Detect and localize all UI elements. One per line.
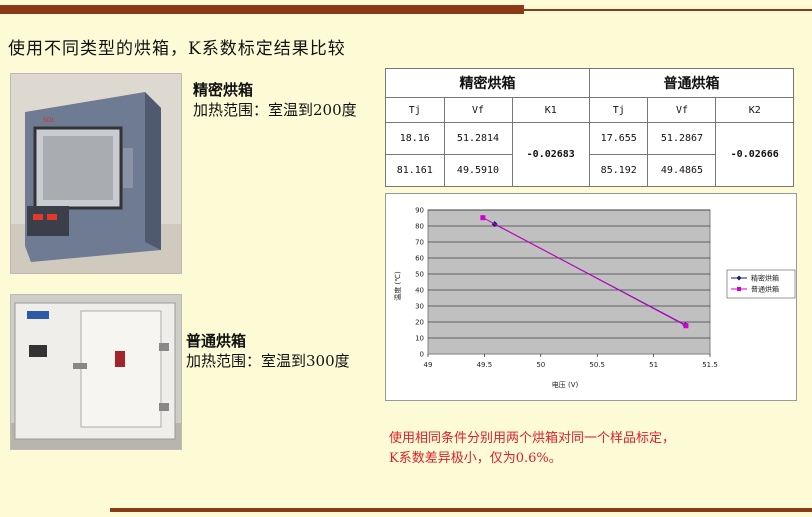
x-tick-label: 50 xyxy=(536,361,545,369)
table-cell: 49.5910 xyxy=(443,154,513,187)
precision-oven-photo: SDL xyxy=(10,73,182,274)
ordinary-oven-photo xyxy=(10,294,182,450)
data-point xyxy=(683,323,689,329)
legend-swatch-marker xyxy=(736,275,742,281)
x-tick-label: 51 xyxy=(649,361,658,369)
ordinary-oven-range: 加热范围：室温到300度 xyxy=(186,352,350,370)
table-cell: 49.4865 xyxy=(647,154,717,187)
k1-value: -0.02683 xyxy=(511,122,590,187)
table-cell: 18.16 xyxy=(385,122,445,155)
svg-text:SDL: SDL xyxy=(43,117,55,124)
column-header: Tj xyxy=(588,97,649,123)
column-header: Vf xyxy=(443,97,513,123)
top-decor-bar xyxy=(0,5,524,14)
slide-title: 使用不同类型的烘箱，K系数标定结果比较 xyxy=(8,39,346,59)
k-coefficient-table: 精密烘箱 普通烘箱 Tj Vf K1 Tj Vf K2 18.16 51.281… xyxy=(385,68,795,187)
conclusion-line-2: K系数差异极小，仅为0.6%。 xyxy=(389,451,562,466)
top-decor-line xyxy=(524,9,812,11)
x-axis-label: 电压 (V) xyxy=(552,380,579,389)
table-cell: 81.161 xyxy=(385,154,445,187)
y-tick-label: 30 xyxy=(415,303,424,311)
table-row: 18.16 51.2814 -0.02683 17.655 51.2867 -0… xyxy=(385,122,794,187)
legend-entry: 普通烘箱 xyxy=(751,285,779,294)
legend-entry: 精密烘箱 xyxy=(751,274,779,283)
x-tick-label: 49.5 xyxy=(477,361,493,369)
legend-box xyxy=(726,269,796,299)
k2-value: -0.02666 xyxy=(715,122,794,187)
y-tick-label: 0 xyxy=(420,351,424,359)
group-header-ordinary: 普通烘箱 xyxy=(588,68,795,98)
x-tick-label: 51.5 xyxy=(702,361,718,369)
column-header: K1 xyxy=(511,97,590,123)
precision-oven-range: 加热范围：室温到200度 xyxy=(193,101,357,119)
table-cell: 51.2814 xyxy=(443,122,513,155)
conclusion-note: 使用相同条件分别用两个烘箱对同一个样品标定， K系数差异极小，仅为0.6%。 xyxy=(389,429,675,469)
calibration-chart-svg: 0 10 20 30 40 50 60 70 80 90 49 49.5 50 50.5 51 51.5 精密烘… xyxy=(393,207,796,389)
table-row: 81.161 49.5910 85.192 49.4865 xyxy=(385,154,794,187)
y-tick-label: 70 xyxy=(415,239,424,247)
table-cell: 85.192 xyxy=(588,154,649,187)
conclusion-line-1: 使用相同条件分别用两个烘箱对同一个样品标定， xyxy=(389,431,676,446)
data-point xyxy=(480,215,486,221)
y-tick-label: 10 xyxy=(415,335,424,343)
y-tick-label: 90 xyxy=(415,207,424,215)
column-header: Tj xyxy=(385,97,445,123)
legend-swatch-marker xyxy=(737,287,741,291)
ordinary-oven-name: 普通烘箱 xyxy=(186,332,247,350)
series-line xyxy=(482,217,687,327)
group-header-precision: 精密烘箱 xyxy=(385,68,590,98)
precision-oven-caption: 精密烘箱 加热范围：室温到200度 xyxy=(193,80,357,120)
bottom-decor-bar xyxy=(110,508,812,512)
x-tick-label: 49 xyxy=(424,361,433,369)
table-cell: 17.655 xyxy=(588,122,649,155)
y-tick-label: 20 xyxy=(415,319,424,327)
y-axis-label: 温度 (℃) xyxy=(393,271,402,301)
y-tick-label: 50 xyxy=(415,271,424,279)
column-header: Vf xyxy=(647,97,717,123)
y-tick-label: 60 xyxy=(415,255,424,263)
column-header: K2 xyxy=(715,97,794,123)
ordinary-oven-caption: 普通烘箱 加热范围：室温到300度 xyxy=(186,331,350,371)
precision-oven-name: 精密烘箱 xyxy=(193,81,254,99)
x-tick-label: 50.5 xyxy=(589,361,605,369)
plot-area xyxy=(427,209,711,355)
calibration-chart: 0 10 20 30 40 50 60 70 80 90 49 49.5 50 50.5 51 51.5 精密烘… xyxy=(385,193,797,401)
y-tick-label: 40 xyxy=(415,287,424,295)
y-tick-label: 80 xyxy=(415,223,424,231)
table-cell: 51.2867 xyxy=(647,122,717,155)
